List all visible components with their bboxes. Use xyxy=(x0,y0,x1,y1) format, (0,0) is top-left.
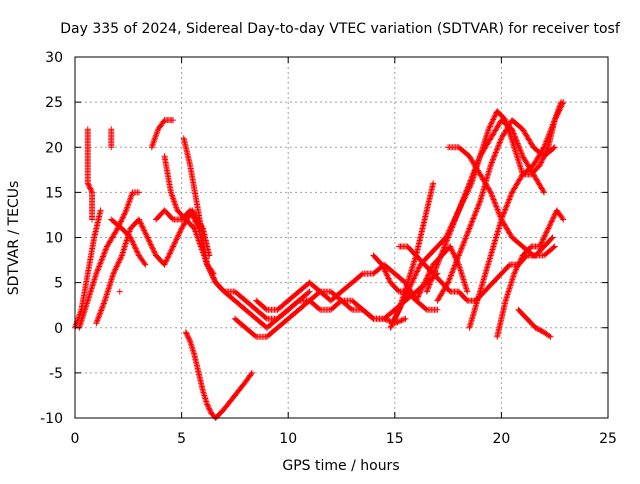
y-tick-label: 10 xyxy=(45,231,63,247)
y-tick-label: 20 xyxy=(45,140,63,156)
series-points-s5 xyxy=(148,117,177,151)
x-tick-label: 10 xyxy=(279,431,297,447)
y-axis-label: SDTVAR / TECUs xyxy=(6,181,22,296)
series-s2 xyxy=(76,189,142,331)
series-points-s6 xyxy=(153,207,313,322)
x-tick-label: 25 xyxy=(599,431,617,447)
series-points-s12 xyxy=(370,243,471,304)
series-s23 xyxy=(108,126,115,151)
series-s9 xyxy=(182,329,255,421)
series-s10 xyxy=(231,288,409,340)
series-s22 xyxy=(84,126,96,223)
x-tick-label: 5 xyxy=(177,431,186,447)
series-s17 xyxy=(434,117,558,304)
data-points xyxy=(72,99,567,421)
series-s20 xyxy=(494,207,567,340)
axis-ticks: 0 5 10 15 20 25 -10 -5 0 5 10 15 20 25 30 xyxy=(40,50,617,447)
series-points-s23 xyxy=(108,126,115,151)
series-s24 xyxy=(116,288,123,295)
series-points-s9 xyxy=(182,329,255,421)
series-points-s24 xyxy=(116,288,123,295)
series-points-s4 xyxy=(108,216,149,268)
series-s21 xyxy=(515,306,554,340)
series-s4 xyxy=(108,216,149,268)
series-points-s17 xyxy=(434,117,558,304)
series-s6 xyxy=(153,207,313,322)
series-s12 xyxy=(370,243,471,304)
series-points-s2 xyxy=(76,189,142,331)
x-tick-label: 20 xyxy=(492,431,510,447)
y-tick-label: 30 xyxy=(45,50,63,66)
series-points-s19 xyxy=(466,99,567,331)
y-tick-label: 15 xyxy=(45,185,63,201)
y-tick-label: -10 xyxy=(40,411,63,427)
series-s5 xyxy=(148,117,177,151)
x-tick-label: 15 xyxy=(386,431,404,447)
y-tick-label: 25 xyxy=(45,95,63,111)
series-points-s10 xyxy=(231,288,409,340)
chart-title: Day 335 of 2024, Sidereal Day-to-day VTE… xyxy=(60,21,621,37)
x-tick-label: 0 xyxy=(71,431,80,447)
y-tick-label: 5 xyxy=(54,276,63,292)
series-points-s22 xyxy=(84,126,96,223)
series-points-s21 xyxy=(515,306,554,340)
series-s19 xyxy=(466,99,567,331)
y-tick-label: -5 xyxy=(49,366,63,382)
series-points-s20 xyxy=(494,207,567,340)
grid-lines xyxy=(75,57,608,418)
y-tick-label: 0 xyxy=(54,321,63,337)
x-axis-label: GPS time / hours xyxy=(282,458,399,474)
